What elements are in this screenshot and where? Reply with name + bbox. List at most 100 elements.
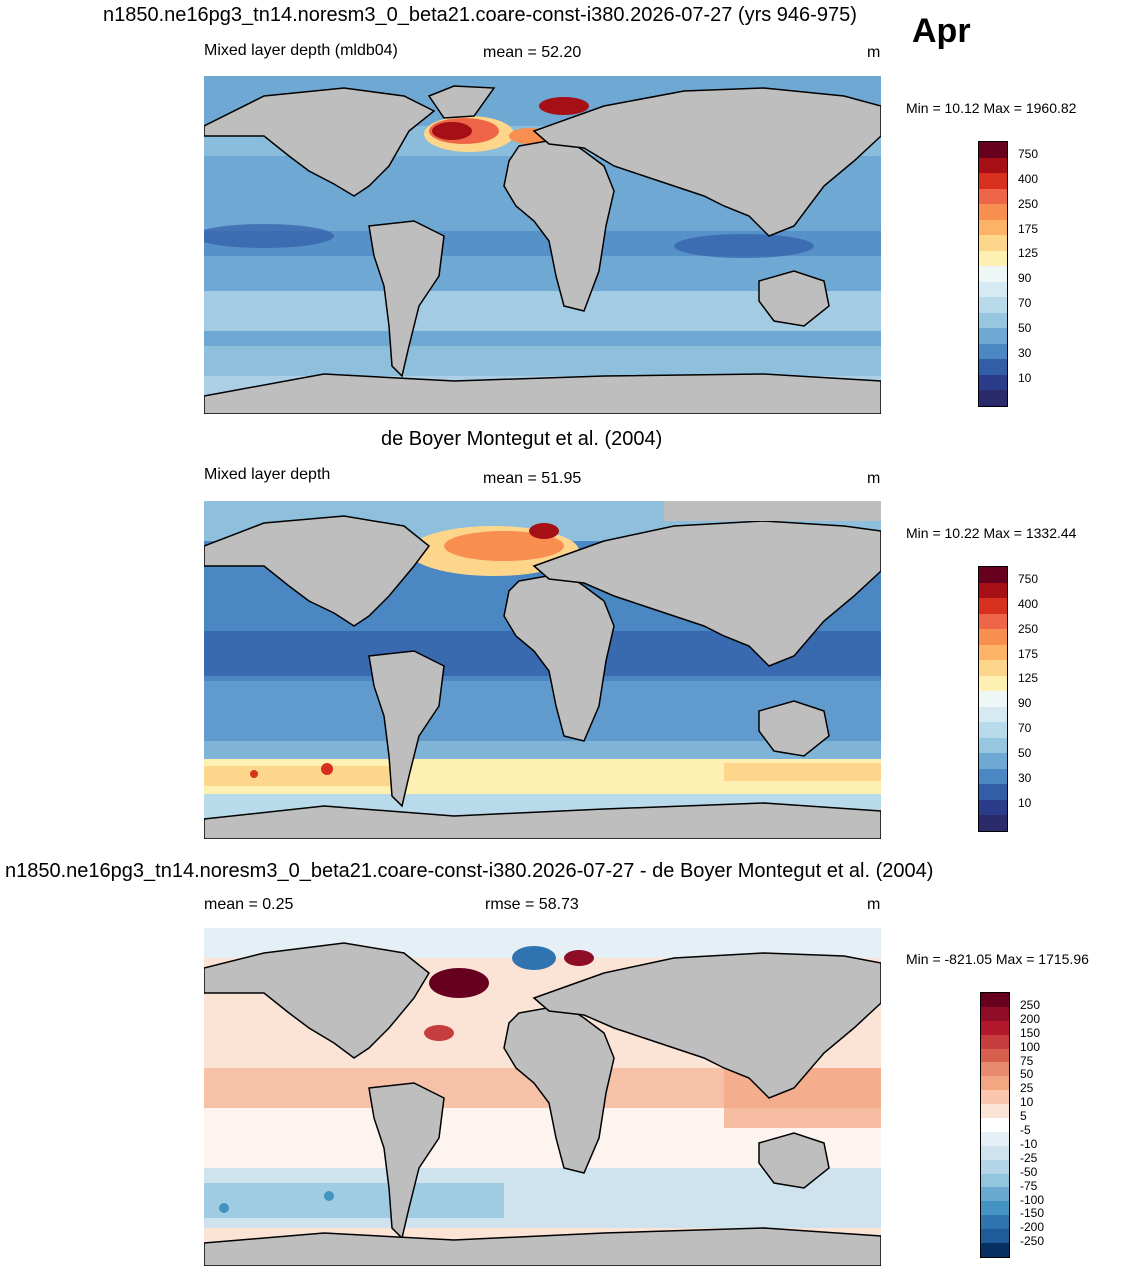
colorbar-swatch [979,266,1007,282]
colorbar-tick-label: 250 [1020,998,1041,1012]
colorbar-swatch [981,1173,1009,1188]
colorbar-swatch [979,768,1007,785]
figure-suptitle: n1850.ne16pg3_tn14.noresm3_0_beta21.coar… [103,4,857,26]
colorbar-swatch [981,993,1009,1007]
colorbar-tick-label: -100 [1020,1192,1045,1207]
colorbar-tick-label: 750 [1018,147,1039,161]
colorbar-tick-label: -75 [1020,1178,1038,1193]
colorbar-swatch [979,644,1007,661]
colorbar-swatch [979,343,1007,360]
colorbar-swatch [979,753,1007,769]
panel1-colorbar [978,141,1008,407]
colorbar-swatch [979,799,1007,816]
colorbar-swatch [981,1159,1009,1174]
colorbar-swatch [979,613,1007,630]
colorbar-swatch [979,235,1007,251]
colorbar-tick-label: 125 [1018,671,1039,686]
colorbar-tick-label: -150 [1020,1206,1045,1221]
colorbar-tick-label: 175 [1018,646,1039,661]
colorbar-tick-label: 70 [1018,721,1032,736]
panel2-map [204,501,881,839]
panel2-colorbar [978,566,1008,832]
colorbar-swatch [981,1006,1009,1021]
colorbar-tick-label: 150 [1020,1025,1041,1040]
colorbar-swatch [979,219,1007,236]
colorbar-swatch [979,815,1007,831]
panel1-minmax: Min = 10.12 Max = 1960.82 [906,100,1077,116]
colorbar-tick-label: -25 [1020,1150,1038,1165]
colorbar-tick-label: 50 [1018,320,1032,335]
colorbar-tick-label: 200 [1020,1011,1041,1026]
colorbar-swatch [981,1020,1009,1035]
colorbar-tick-label: 750 [1018,572,1039,586]
panel2-units: m [867,470,881,487]
colorbar-swatch [979,691,1007,707]
colorbar-tick-label: 400 [1018,596,1039,611]
colorbar-swatch [979,660,1007,676]
colorbar-tick-label: -10 [1020,1136,1038,1151]
colorbar-tick-label: 30 [1018,345,1032,360]
panel3-map [204,928,881,1266]
panel3-rmse-label: rmse = 58.73 [485,896,579,913]
colorbar-tick-label: 250 [1018,196,1039,211]
colorbar-tick-label: 400 [1018,171,1039,186]
panel3-minmax: Min = -821.05 Max = 1715.96 [906,951,1089,967]
colorbar-tick-label: 50 [1018,745,1032,760]
colorbar-swatch [979,722,1007,738]
panel1-map [204,76,881,414]
colorbar-swatch [981,1131,1009,1146]
colorbar-swatch [981,1104,1009,1119]
colorbar-swatch [981,1215,1009,1230]
colorbar-tick-label: 50 [1020,1067,1034,1082]
colorbar-tick-label: 5 [1020,1109,1027,1124]
colorbar-tick-label: -50 [1020,1164,1038,1179]
colorbar-swatch [979,173,1007,189]
colorbar-tick-label: 90 [1018,696,1032,711]
panel2-minmax: Min = 10.22 Max = 1332.44 [906,525,1077,541]
colorbar-swatch [979,598,1007,614]
colorbar-swatch [981,1229,1009,1244]
colorbar-swatch [981,1034,1009,1049]
colorbar-tick-label: 90 [1018,271,1032,286]
colorbar-tick-label: -250 [1020,1234,1045,1249]
colorbar-swatch [979,374,1007,391]
colorbar-swatch [979,328,1007,344]
colorbar-swatch [979,250,1007,267]
colorbar-swatch [981,1145,1009,1160]
colorbar-swatch [979,629,1007,645]
colorbar-swatch [979,312,1007,329]
colorbar-tick-label: -5 [1020,1123,1031,1138]
panel3-units: m [867,896,881,913]
colorbar-swatch [979,297,1007,313]
panel2-left-label: Mixed layer depth [204,466,331,483]
colorbar-swatch [981,1118,1009,1132]
colorbar-tick-label: 125 [1018,246,1039,261]
colorbar-tick-label: 30 [1018,770,1032,785]
month-label: Apr [912,12,971,50]
colorbar-swatch [979,188,1007,205]
panel3-title: n1850.ne16pg3_tn14.noresm3_0_beta21.coar… [5,860,934,882]
colorbar-swatch [981,1076,1009,1091]
colorbar-tick-label: 10 [1020,1095,1034,1110]
colorbar-tick-label: -200 [1020,1220,1045,1235]
panel2-title: de Boyer Montegut et al. (2004) [381,428,663,450]
colorbar-swatch [979,582,1007,599]
colorbar-tick-label: 70 [1018,296,1032,311]
colorbar-swatch [979,706,1007,723]
colorbar-tick-label: 250 [1018,621,1039,636]
panel1-mean-label: mean = 52.20 [483,44,582,61]
colorbar-swatch [981,1187,1009,1202]
colorbar-swatch [979,784,1007,800]
colorbar-swatch [979,567,1007,583]
panel1-left-label: Mixed layer depth (mldb04) [204,42,398,59]
colorbar-swatch [979,204,1007,220]
panel1-units: m [867,44,881,61]
colorbar-swatch [979,359,1007,375]
colorbar-swatch [981,1062,1009,1077]
colorbar-swatch [979,281,1007,298]
colorbar-tick-label: 100 [1020,1039,1041,1054]
colorbar-tick-label: 75 [1020,1053,1034,1068]
colorbar-tick-label: 175 [1018,221,1039,236]
colorbar-swatch [981,1243,1009,1257]
colorbar-swatch [979,390,1007,406]
